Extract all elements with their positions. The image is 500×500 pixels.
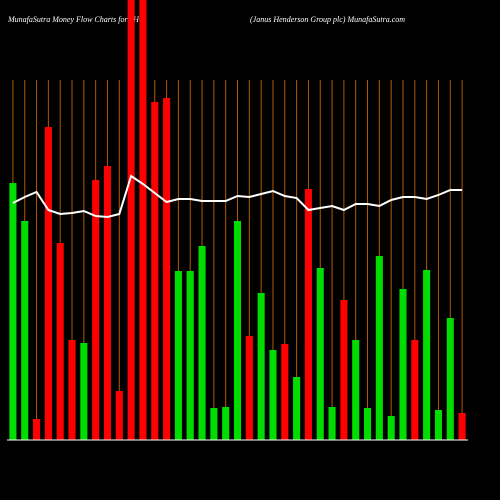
bar — [33, 419, 41, 440]
bar — [127, 0, 135, 440]
bar — [245, 336, 253, 440]
bar — [174, 271, 182, 440]
bar — [316, 268, 324, 440]
bar — [446, 318, 454, 440]
bar — [399, 289, 407, 440]
bar — [340, 300, 348, 440]
bar — [44, 127, 52, 440]
bar — [198, 246, 206, 440]
bar — [423, 270, 431, 440]
bar — [293, 377, 301, 440]
bar — [257, 293, 265, 440]
bar — [352, 340, 360, 440]
bar — [9, 183, 17, 440]
bar — [115, 391, 123, 440]
money-flow-line — [12, 174, 463, 219]
bar — [56, 243, 64, 440]
bar — [103, 166, 112, 440]
bar — [151, 102, 159, 440]
bar — [186, 271, 194, 440]
bar — [269, 350, 277, 440]
bar — [281, 344, 289, 440]
bar — [80, 343, 88, 440]
chart-title: MunafaSutra Money Flow Charts for JHG — [7, 15, 145, 24]
bar — [458, 413, 466, 440]
bar — [328, 407, 336, 440]
bar — [139, 0, 147, 440]
bar — [304, 189, 312, 440]
bar — [163, 98, 171, 440]
bar — [411, 340, 419, 440]
bar — [233, 221, 242, 440]
bar — [375, 256, 383, 440]
bar — [21, 221, 29, 440]
chart-subtitle: (Janus Henderson Group plc) MunafaSutra.… — [250, 15, 405, 24]
bar — [387, 416, 395, 440]
bar — [210, 408, 218, 440]
bar — [434, 410, 442, 440]
bar — [92, 180, 100, 440]
bar — [222, 407, 230, 440]
bar — [363, 408, 372, 440]
bar — [68, 340, 76, 440]
